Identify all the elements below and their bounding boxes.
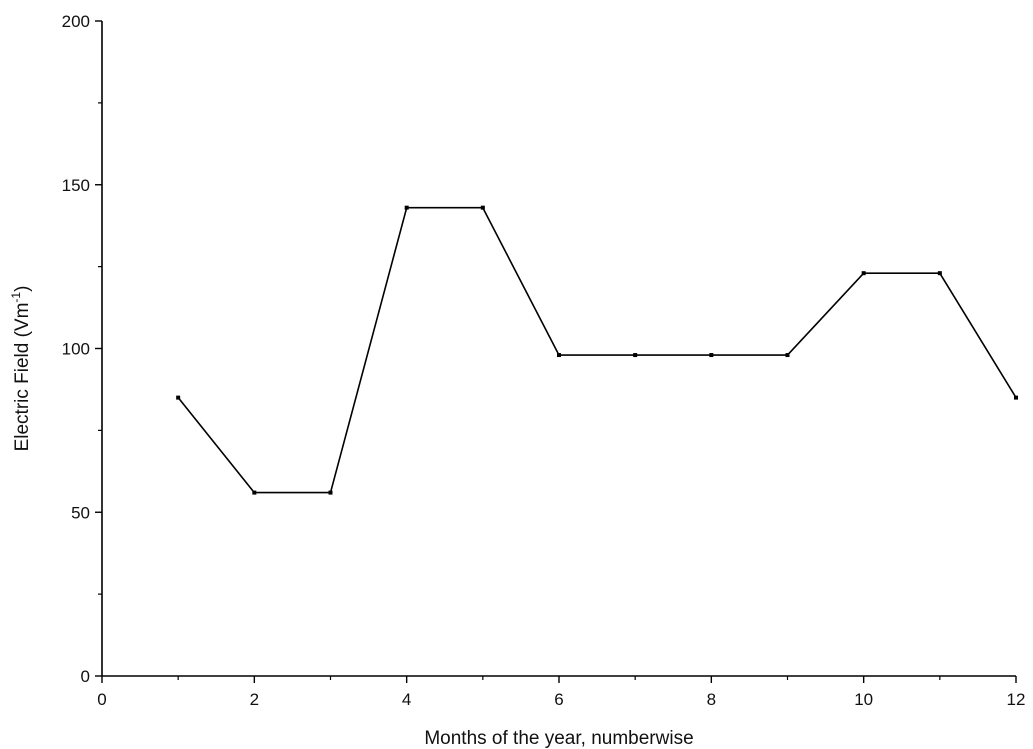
data-point [1014, 395, 1018, 400]
x-tick-label: 4 [402, 690, 411, 709]
series [176, 205, 1018, 495]
y-axis-title: Electric Field (Vm-1) [9, 286, 33, 452]
x-tick-label: 0 [97, 690, 106, 709]
ticks: 0 2 4 6 8 10 12 0 50 100 150 200 [62, 12, 1026, 709]
x-tick-label: 12 [1007, 690, 1026, 709]
data-point [557, 353, 561, 358]
data-point [709, 353, 714, 358]
data-point [176, 395, 181, 400]
y-tick-label: 200 [62, 12, 90, 31]
data-point [937, 271, 942, 276]
data-point [328, 490, 333, 495]
data-point [404, 205, 409, 210]
x-tick-label: 8 [707, 690, 716, 709]
data-point [480, 205, 485, 210]
data-point [785, 353, 790, 358]
axes [101, 21, 1016, 677]
x-tick-label: 6 [554, 690, 563, 709]
data-point [633, 353, 638, 358]
y-tick-label: 100 [62, 340, 90, 359]
x-tick-label: 10 [854, 690, 873, 709]
y-tick-label: 50 [71, 503, 90, 522]
data-point [861, 271, 866, 276]
y-tick-label: 0 [81, 667, 90, 686]
series-line [177, 206, 1017, 494]
y-axis-title-end: ) [12, 286, 33, 292]
data-point [252, 490, 257, 495]
y-axis-title-superscript: -1 [9, 292, 23, 303]
y-axis-title-main: Electric Field (Vm [12, 303, 33, 452]
x-tick-label: 2 [250, 690, 259, 709]
x-axis-title: Months of the year, numberwise [424, 728, 693, 749]
y-tick-label: 150 [62, 176, 90, 195]
